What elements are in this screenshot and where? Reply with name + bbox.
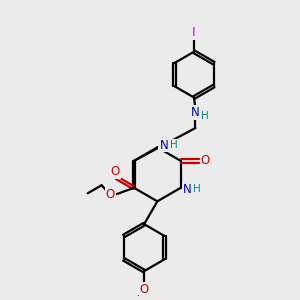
- Text: H: H: [193, 184, 201, 194]
- Text: O: O: [140, 283, 149, 296]
- Text: O: O: [201, 154, 210, 167]
- Text: N: N: [191, 106, 200, 119]
- Text: O: O: [106, 188, 115, 200]
- Text: N: N: [159, 139, 168, 152]
- Text: I: I: [192, 26, 196, 39]
- Text: N: N: [183, 183, 191, 196]
- Text: H: H: [169, 140, 177, 150]
- Text: O: O: [111, 165, 120, 178]
- Text: H: H: [201, 111, 209, 121]
